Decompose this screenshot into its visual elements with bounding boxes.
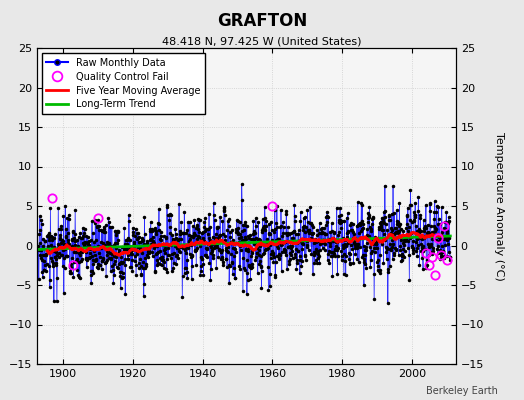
Y-axis label: Temperature Anomaly (°C): Temperature Anomaly (°C) [494,132,504,280]
Text: Berkeley Earth: Berkeley Earth [426,386,498,396]
Text: 48.418 N, 97.425 W (United States): 48.418 N, 97.425 W (United States) [162,36,362,46]
Legend: Raw Monthly Data, Quality Control Fail, Five Year Moving Average, Long-Term Tren: Raw Monthly Data, Quality Control Fail, … [41,53,205,114]
Text: GRAFTON: GRAFTON [217,12,307,30]
